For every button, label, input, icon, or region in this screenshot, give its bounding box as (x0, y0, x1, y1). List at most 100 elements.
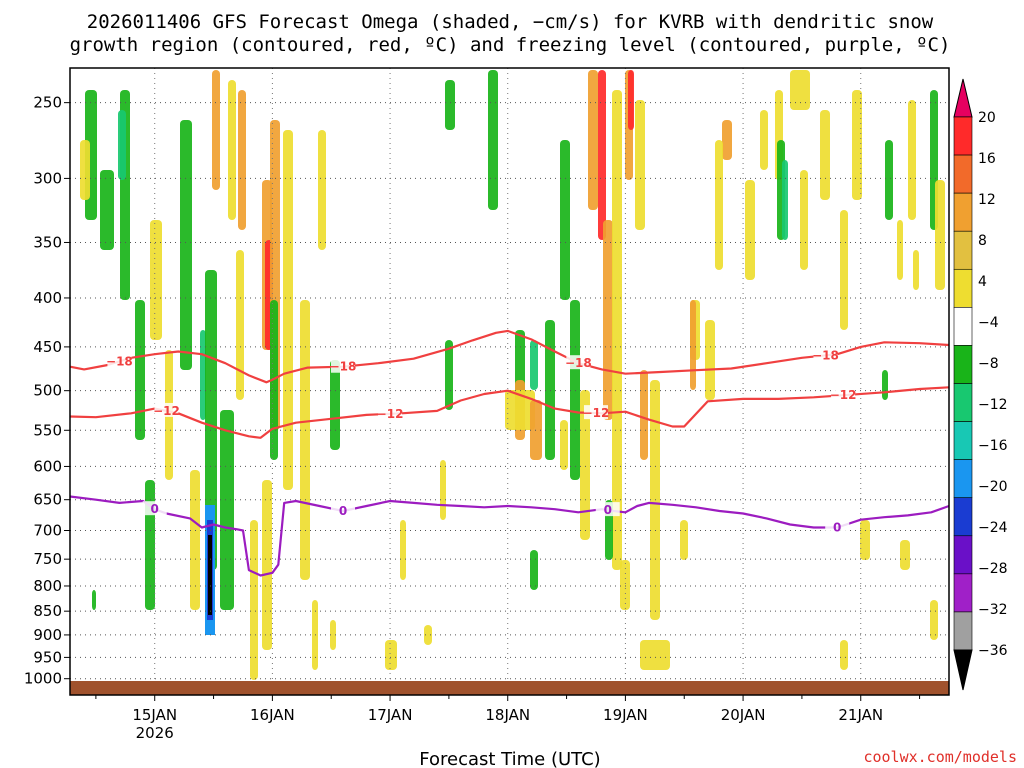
omega-cell (690, 300, 696, 390)
contour-label-bg (330, 358, 355, 373)
contour-label-bg (154, 402, 179, 417)
omega-cell (330, 360, 340, 450)
omega-cell (640, 640, 670, 670)
contour-label-bg (583, 405, 608, 420)
colorbar-label: −24 (978, 520, 1008, 536)
colorbar-label: −32 (978, 602, 1008, 618)
omega-shading (80, 70, 945, 680)
contour-label: 0 (833, 521, 841, 535)
omega-cell (488, 70, 498, 210)
omega-cell (840, 640, 848, 670)
omega-cell (238, 90, 246, 230)
omega-cell (635, 100, 645, 230)
omega-cell (220, 410, 234, 610)
omega-cell (262, 480, 272, 650)
omega-cell (283, 130, 293, 490)
omega-cell (118, 110, 126, 180)
colorbar-top-arrow (953, 78, 973, 118)
contour-label: 0 (151, 502, 159, 516)
contour-label-bg (378, 405, 403, 420)
omega-cell (897, 220, 903, 280)
omega-cell (135, 300, 145, 440)
y-tick-label: 250 (33, 94, 62, 112)
y-axis: 250 300 350 400 450 500 550 600 650 700 750 800 850 9… (24, 94, 70, 688)
colorbar-label: −28 (978, 561, 1008, 577)
omega-cell (80, 140, 90, 200)
omega-cell (424, 625, 432, 645)
plot-area: −18 −18 −18 −18 −12 −12 −12 −12 0 0 0 0 (69, 67, 950, 696)
omega-cell (330, 620, 336, 650)
contour-label: −12 (377, 407, 404, 421)
colorbar-swatch (953, 268, 973, 308)
y-tick-label: 850 (33, 602, 62, 620)
contour-label: −18 (106, 354, 133, 368)
contour-label-bg (142, 501, 167, 516)
omega-cell (620, 560, 630, 610)
omega-cell (236, 250, 244, 400)
contour-label: −18 (565, 356, 592, 370)
omega-cell (530, 340, 538, 390)
colorbar-swatch (953, 154, 973, 194)
x-tick-label: 19JAN (603, 706, 648, 724)
colorbar-label: −12 (978, 397, 1008, 413)
y-tick-label: 800 (33, 577, 62, 595)
omega-cell (900, 540, 910, 570)
omega-cell (440, 460, 446, 520)
contour-label-bg (595, 502, 620, 517)
x-tick-label: 15JAN (132, 706, 177, 724)
contour-line (69, 386, 950, 439)
colorbar-swatch (953, 116, 973, 156)
omega-cell (560, 140, 570, 300)
omega-cell (840, 210, 848, 330)
omega-cell (705, 320, 715, 400)
omega-cell (680, 520, 688, 560)
colorbar-label: 20 (978, 110, 996, 126)
contour-label-bg (813, 347, 838, 362)
chart-title: 2026011406 GFS Forecast Omega (shaded, −… (87, 11, 934, 33)
colorbar-swatch (953, 573, 973, 613)
omega-cell (445, 80, 455, 130)
omega-cell (570, 300, 580, 480)
omega-cell (722, 120, 732, 160)
omega-cell (852, 90, 862, 200)
x-tick-label: 16JAN (250, 706, 295, 724)
omega-cell (445, 340, 453, 410)
colorbar-swatch (953, 192, 973, 232)
omega-cell (930, 600, 938, 640)
colorbar-label: 12 (978, 192, 996, 208)
credit-link[interactable]: coolwx.com/models (863, 748, 1017, 766)
x-axis-title: Forecast Time (UTC) (419, 749, 600, 768)
contour-label-bg (330, 503, 355, 518)
x-tick-label: 18JAN (485, 706, 530, 724)
colorbar-label: −36 (978, 643, 1008, 659)
colorbar-label: 4 (978, 274, 987, 290)
omega-cell (200, 330, 206, 420)
omega-cell (530, 550, 538, 590)
omega-cell (560, 420, 568, 470)
colorbar-label: 16 (978, 151, 996, 167)
contour-label-bg (831, 387, 856, 402)
omega-cell (598, 70, 606, 240)
colorbar-bottom-arrow (953, 649, 973, 691)
contour-line (69, 495, 950, 577)
colorbar-swatch (953, 497, 973, 537)
colorbar-label: 8 (978, 233, 987, 249)
colorbar: 20 16 12 8 4 −4 −8 −12 −16 −20 −24 −28 −32 −36 (953, 78, 1008, 691)
chart-subtitle: growth region (contoured, red, ºC) and f… (70, 34, 951, 56)
x-tick-label: 20JAN (721, 706, 766, 724)
colorbar-swatch (953, 459, 973, 499)
colorbar-swatch (953, 383, 973, 422)
y-tick-label: 750 (33, 550, 62, 568)
y-tick-label: 450 (33, 338, 62, 356)
colorbar-label: −16 (978, 438, 1008, 454)
omega-cell (208, 535, 212, 615)
omega-cell (745, 180, 755, 280)
x-tick-sublabel: 2026 (136, 724, 174, 742)
plot-frame (69, 67, 950, 696)
omega-cell (205, 270, 217, 570)
omega-cell (628, 70, 634, 130)
omega-cell (318, 130, 326, 250)
x-tick-label: 17JAN (368, 706, 413, 724)
